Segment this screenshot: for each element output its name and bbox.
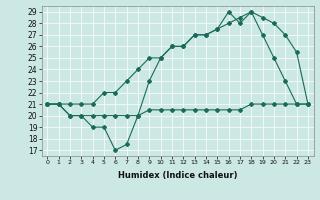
X-axis label: Humidex (Indice chaleur): Humidex (Indice chaleur) <box>118 171 237 180</box>
